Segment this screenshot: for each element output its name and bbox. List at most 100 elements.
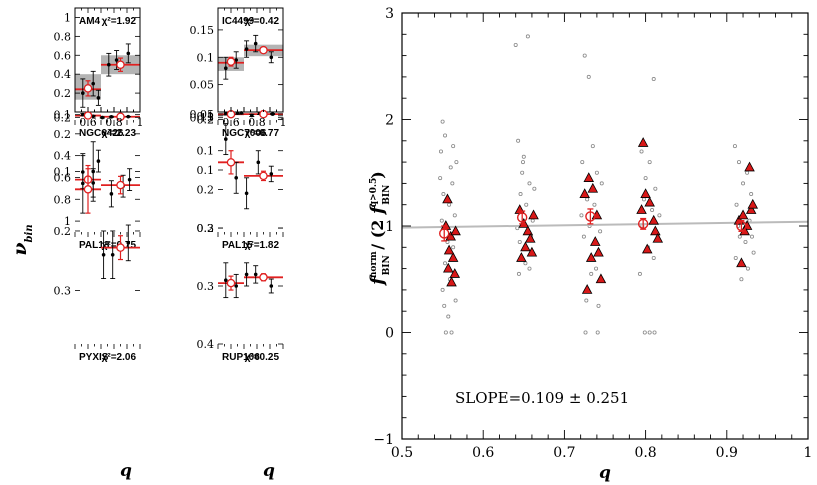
main-ylabel-sub: BIN <box>382 255 392 275</box>
red-triangle <box>443 262 454 273</box>
data-point <box>114 58 119 62</box>
gray-point <box>513 42 518 47</box>
y-tick-label: 0.8 <box>54 193 72 206</box>
gray-point <box>524 202 529 207</box>
y-tick-label: 0.2 <box>54 87 72 100</box>
x-tick-label: 1 <box>280 116 287 129</box>
red-triangle <box>591 209 603 220</box>
data-point <box>269 284 274 288</box>
main-x-tick-label: 0.8 <box>634 445 656 461</box>
data-point <box>244 191 249 196</box>
data-point <box>269 172 274 176</box>
data-point <box>235 111 240 115</box>
red-triangle <box>637 137 649 147</box>
y-tick-label: 0.3 <box>197 222 215 235</box>
red-triangle <box>650 225 661 236</box>
data-point <box>126 241 131 245</box>
main-ylabel-sup2: q>0.5 <box>369 178 379 208</box>
red-triangle <box>745 204 757 214</box>
left-ylabel-sub: bin <box>24 224 35 242</box>
gray-point <box>643 176 648 181</box>
gray-point <box>515 226 520 231</box>
panel-name: PYXIS <box>79 352 109 363</box>
gray-point <box>520 170 525 175</box>
data-point <box>234 284 238 288</box>
gray-point <box>521 154 526 159</box>
data-point <box>224 137 228 141</box>
red-triangle <box>640 188 651 198</box>
red-triangle <box>443 244 455 255</box>
gray-point <box>579 213 584 218</box>
gray-point <box>745 266 750 271</box>
data-point <box>234 176 238 180</box>
red-open-point <box>516 212 528 223</box>
gray-point <box>443 261 448 266</box>
red-triangle <box>516 252 527 262</box>
gray-point <box>749 192 754 197</box>
left-ylabel-nu: ν <box>9 242 31 255</box>
gray-point <box>647 160 652 165</box>
data-point <box>244 47 249 51</box>
red-open-point <box>226 57 236 66</box>
panel-am4: 0.2 0.4 0.6 0.8 1 AM4 χ²=1.92 <box>54 7 141 113</box>
panel-name: NGC7006 <box>222 128 267 139</box>
left-xlabel-col2: q <box>263 461 275 481</box>
gray-point <box>745 170 750 175</box>
chi2-label: χ²=0.25 <box>245 352 280 363</box>
y-tick-label: 1 <box>64 11 71 24</box>
red-open-point <box>259 45 268 55</box>
gray-point <box>637 271 642 276</box>
gray-point <box>443 133 448 138</box>
gray-point <box>650 208 655 213</box>
main-ylabel: fnorm BIN / (2 fq>0.5 BIN) <box>367 171 392 287</box>
red-open-point <box>83 84 93 93</box>
red-triangle <box>747 198 759 209</box>
red-open-point <box>116 60 125 69</box>
data-point <box>96 96 101 100</box>
gray-point <box>527 181 532 186</box>
main-y-tick-label: 3 <box>385 6 394 22</box>
main-y-tick-label: 1 <box>385 219 394 235</box>
gray-point <box>592 202 597 207</box>
gray-point <box>438 176 443 181</box>
gray-point <box>741 181 746 186</box>
gray-point <box>736 160 741 165</box>
gray-point <box>739 277 744 282</box>
gray-point <box>652 330 657 335</box>
red-triangle <box>587 182 599 193</box>
gray-point <box>581 234 586 239</box>
gray-point <box>447 202 452 207</box>
gray-point <box>639 149 644 154</box>
gray-point <box>733 255 738 260</box>
y-tick-label: 0.2 <box>197 222 215 235</box>
red-triangle <box>518 218 530 228</box>
chi2-label: χ²=0.42 <box>245 16 280 27</box>
red-triangle <box>528 209 539 220</box>
y-tick-label: 0.15 <box>190 24 215 37</box>
red-triangle <box>446 276 457 287</box>
gray-point <box>518 192 523 197</box>
main-x-tick-label: 0.6 <box>472 445 494 461</box>
data-point <box>253 272 258 277</box>
gray-point <box>580 160 585 165</box>
panel-name: IC4499 <box>222 16 255 27</box>
gray-point <box>442 303 447 308</box>
data-point <box>109 115 114 119</box>
red-open-point <box>226 278 236 288</box>
data-point <box>224 278 228 283</box>
red-triangle <box>652 232 664 243</box>
gray-point <box>653 186 658 191</box>
y-tick-label: 0.05 <box>190 108 215 121</box>
main-x-tick-label: 0.7 <box>553 445 575 461</box>
x-tick-label: 0.8 <box>248 116 266 129</box>
x-tick-label: 1 <box>137 116 144 129</box>
gray-point <box>585 197 590 202</box>
y-tick-label: 0.2 <box>197 183 215 196</box>
red-triangle <box>525 232 536 243</box>
chi2-label: χ²=1.92 <box>102 16 137 27</box>
red-triangle <box>449 268 461 278</box>
gray-point <box>446 314 451 319</box>
